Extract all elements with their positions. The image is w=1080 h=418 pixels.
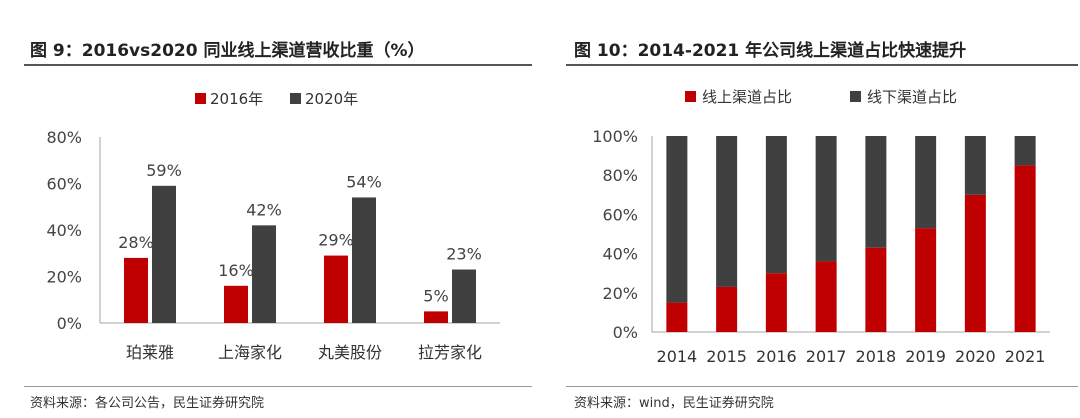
x-year-label: 2020 <box>955 347 996 366</box>
left-source-note: 资料来源：各公司公告，民生证券研究院 <box>30 396 265 411</box>
x-year-label: 2019 <box>905 347 946 366</box>
x-category-label: 丸美股份 <box>318 343 382 362</box>
legend-label-1: 2020年 <box>305 90 358 108</box>
bar-online-share <box>815 261 837 332</box>
y-tick-label: 80% <box>602 166 638 185</box>
bar-2016 <box>124 257 148 323</box>
right-chart-title: 图 10：2014-2021 年公司线上渠道占比快速提升 <box>574 41 967 61</box>
x-category-label: 珀莱雅 <box>126 343 174 362</box>
bar-offline-share <box>815 136 837 262</box>
right-source-note: 资料来源：wind，民生证券研究院 <box>574 396 774 411</box>
legend-swatch-1 <box>850 91 861 102</box>
y-tick-label: 60% <box>46 175 82 194</box>
data-label: 23% <box>446 245 482 264</box>
left-bar-chart: 2016年 2020年 0% 20% 40% 60% 80% 28% 59% 珀莱雅 16% 42% 上… <box>46 90 500 362</box>
bar-online-share <box>915 228 937 332</box>
legend-label-0: 2016年 <box>210 90 263 108</box>
x-category-label: 上海家化 <box>218 343 282 362</box>
bar-offline-share <box>716 136 738 287</box>
x-year-label: 2016 <box>756 347 797 366</box>
left-title-rule <box>24 64 532 66</box>
data-label: 5% <box>423 286 448 305</box>
data-label: 59% <box>146 161 182 180</box>
bar-online-share <box>666 302 688 332</box>
bar-offline-share <box>765 136 787 274</box>
bar-2020 <box>252 225 276 323</box>
bar-offline-share <box>1014 136 1036 166</box>
right-stacked-bar-chart: 线上渠道占比 线下渠道占比 0% 20% 40% 60% 80% 100% 2014 2015 20… <box>592 88 1050 366</box>
left-source-rule <box>24 386 532 387</box>
x-category-label: 拉芳家化 <box>418 343 482 362</box>
data-label: 28% <box>118 233 154 252</box>
bar-online-share <box>865 247 887 332</box>
y-tick-label: 80% <box>46 128 82 147</box>
y-tick-label: 0% <box>57 314 82 333</box>
bar-online-share <box>716 286 738 332</box>
bar-offline-share <box>865 136 887 248</box>
bar-2016 <box>224 285 248 323</box>
x-year-label: 2015 <box>706 347 747 366</box>
data-label: 29% <box>318 231 354 250</box>
legend-label-0: 线上渠道占比 <box>702 88 792 106</box>
x-year-label: 2018 <box>856 347 897 366</box>
y-tick-label: 40% <box>46 221 82 240</box>
bar-2016 <box>424 311 448 323</box>
right-source-rule <box>566 386 1078 387</box>
right-chart-panel: 图 10：2014-2021 年公司线上渠道占比快速提升 线上渠道占比 线下渠道占… <box>560 0 1080 418</box>
data-label: 54% <box>346 172 382 191</box>
data-label: 42% <box>246 200 282 219</box>
bar-2020 <box>352 197 376 323</box>
right-title-rule <box>566 64 1078 66</box>
legend-label-1: 线下渠道占比 <box>867 88 957 106</box>
data-label: 16% <box>218 261 254 280</box>
legend-swatch-0 <box>195 93 206 104</box>
bar-online-share <box>1014 165 1036 332</box>
bar-online-share <box>964 194 986 332</box>
x-year-label: 2017 <box>806 347 847 366</box>
y-tick-label: 100% <box>592 127 638 146</box>
legend-swatch-1 <box>290 93 301 104</box>
left-chart-title: 图 9：2016vs2020 同业线上渠道营收比重（%） <box>30 41 425 61</box>
x-year-label: 2021 <box>1005 347 1046 366</box>
bar-offline-share <box>964 136 986 195</box>
y-tick-label: 20% <box>602 284 638 303</box>
bar-2016 <box>324 255 348 323</box>
y-tick-label: 0% <box>613 323 638 342</box>
bar-online-share <box>765 273 787 332</box>
bar-offline-share <box>666 136 688 303</box>
x-year-label: 2014 <box>657 347 698 366</box>
bar-2020 <box>152 185 176 323</box>
y-tick-label: 20% <box>46 268 82 287</box>
bar-2020 <box>452 269 476 323</box>
y-tick-label: 40% <box>602 245 638 264</box>
bar-offline-share <box>915 136 937 229</box>
y-tick-label: 60% <box>602 205 638 224</box>
left-chart-panel: 图 9：2016vs2020 同业线上渠道营收比重（%） 2016年 2020年 0… <box>24 41 532 411</box>
legend-swatch-0 <box>685 91 696 102</box>
